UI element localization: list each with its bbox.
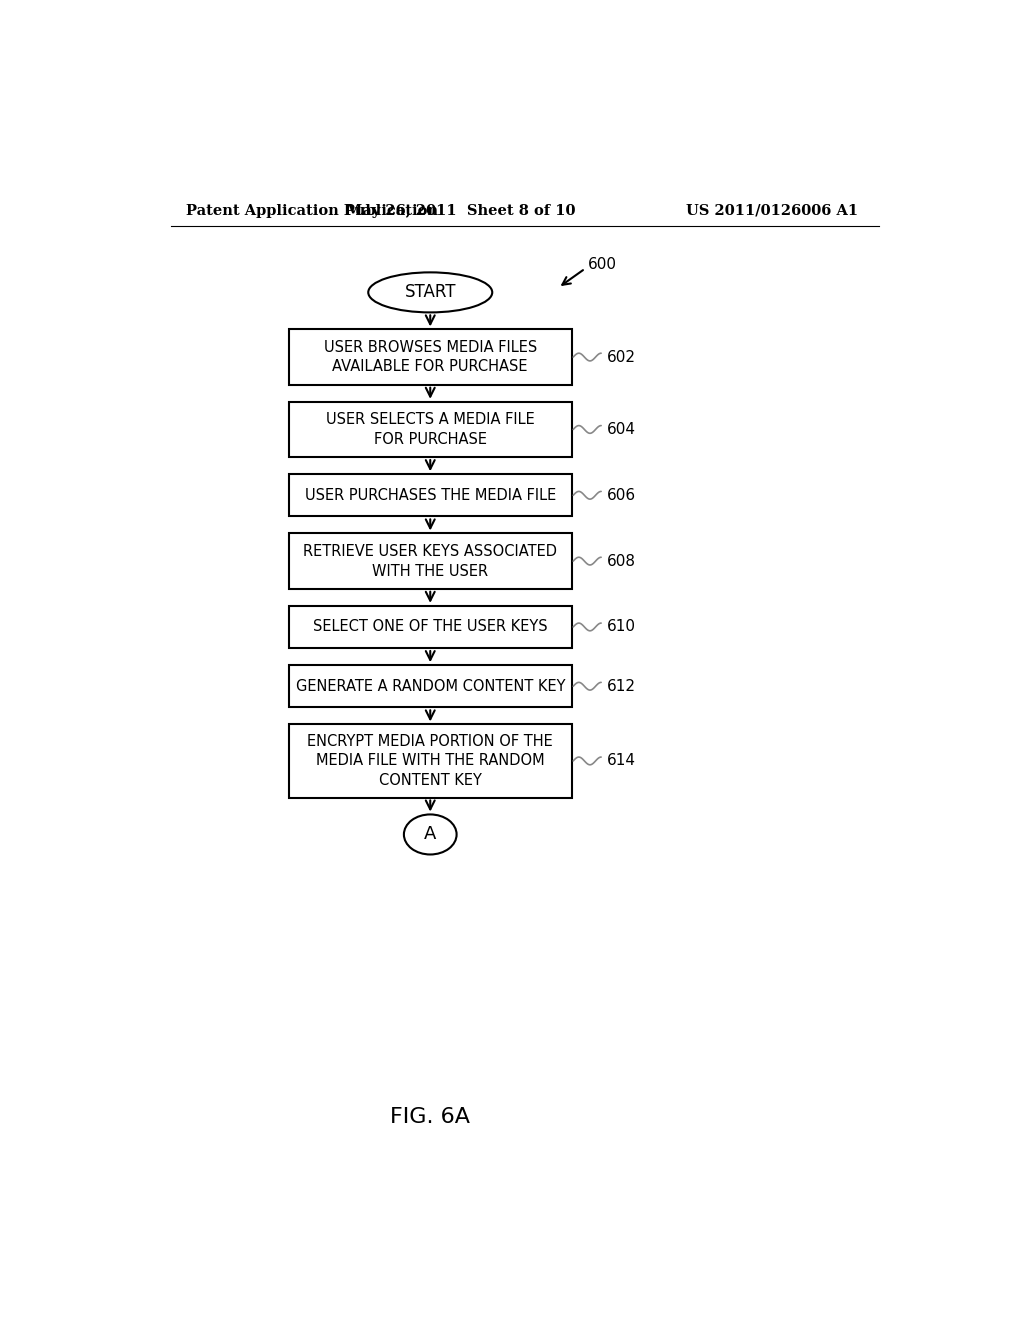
Text: 610: 610	[607, 619, 636, 635]
Text: USER SELECTS A MEDIA FILE
FOR PURCHASE: USER SELECTS A MEDIA FILE FOR PURCHASE	[326, 412, 535, 447]
Text: ENCRYPT MEDIA PORTION OF THE
MEDIA FILE WITH THE RANDOM
CONTENT KEY: ENCRYPT MEDIA PORTION OF THE MEDIA FILE …	[307, 734, 553, 788]
Text: May 26, 2011  Sheet 8 of 10: May 26, 2011 Sheet 8 of 10	[346, 203, 575, 218]
Text: USER BROWSES MEDIA FILES
AVAILABLE FOR PURCHASE: USER BROWSES MEDIA FILES AVAILABLE FOR P…	[324, 339, 537, 375]
Bar	[289, 533, 571, 589]
Text: RETRIEVE USER KEYS ASSOCIATED
WITH THE USER: RETRIEVE USER KEYS ASSOCIATED WITH THE U…	[303, 544, 557, 578]
Bar	[289, 401, 571, 457]
Bar	[289, 665, 571, 708]
Bar	[289, 474, 571, 516]
Bar	[289, 606, 571, 648]
Text: A: A	[424, 825, 436, 843]
Text: Patent Application Publication: Patent Application Publication	[186, 203, 438, 218]
Bar	[289, 725, 571, 797]
Text: FIG. 6A: FIG. 6A	[390, 1107, 470, 1127]
Text: US 2011/0126006 A1: US 2011/0126006 A1	[686, 203, 858, 218]
Text: 602: 602	[607, 350, 636, 364]
Text: GENERATE A RANDOM CONTENT KEY: GENERATE A RANDOM CONTENT KEY	[296, 678, 565, 694]
Bar	[289, 330, 571, 385]
Text: USER PURCHASES THE MEDIA FILE: USER PURCHASES THE MEDIA FILE	[304, 488, 556, 503]
Text: 600: 600	[588, 257, 616, 272]
Text: 604: 604	[607, 422, 636, 437]
Text: START: START	[404, 284, 456, 301]
Text: 608: 608	[607, 553, 636, 569]
Text: 612: 612	[607, 678, 636, 694]
Text: SELECT ONE OF THE USER KEYS: SELECT ONE OF THE USER KEYS	[313, 619, 548, 635]
Text: 614: 614	[607, 754, 636, 768]
Text: 606: 606	[607, 488, 637, 503]
